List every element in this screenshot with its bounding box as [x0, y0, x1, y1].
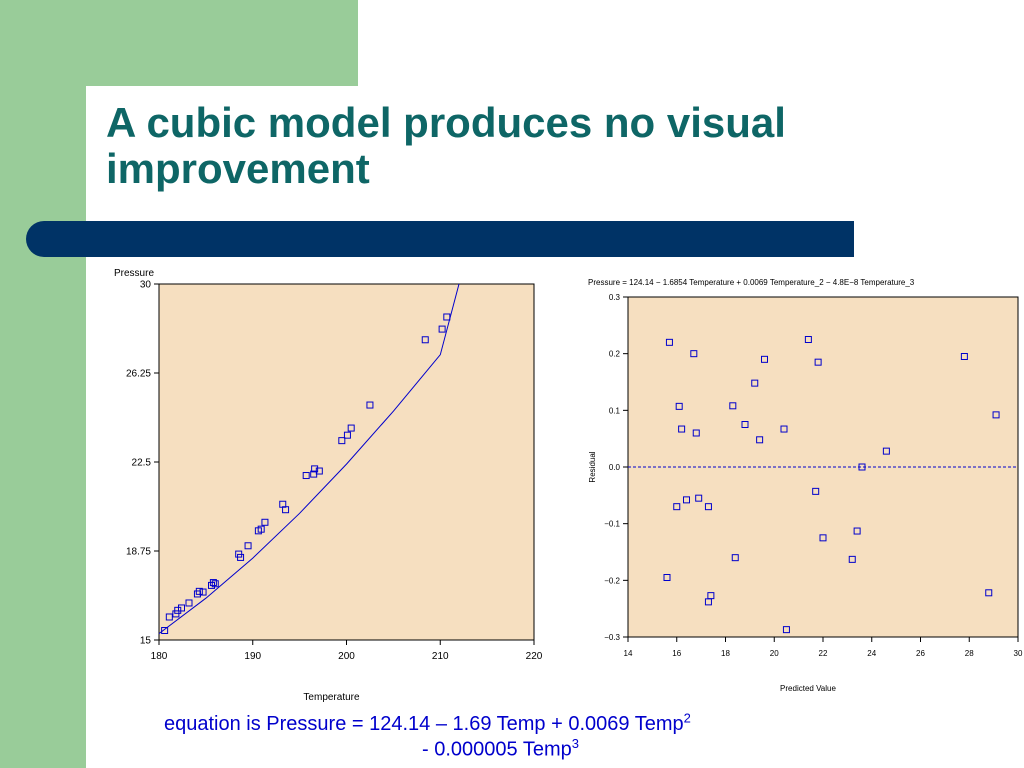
residual-point: [960, 353, 968, 360]
x-tick-label: 16: [672, 649, 681, 658]
y-tick-label: 0.0: [609, 463, 621, 472]
x-tick-label: 28: [965, 649, 974, 658]
data-point: [178, 604, 185, 612]
y-tick-label: 0.3: [609, 293, 621, 302]
x-tick-label: 200: [338, 651, 355, 662]
residual-point: [853, 527, 861, 535]
fitted-curve: [158, 283, 460, 634]
residual-point: [848, 555, 856, 563]
x-tick-label: 30: [1014, 649, 1023, 658]
residual-point: [756, 436, 764, 444]
x-tick-label: 210: [432, 651, 449, 662]
y-tick-label: −0.1: [604, 520, 620, 529]
data-point: [443, 313, 451, 321]
data-point: [195, 587, 203, 595]
plot-area: [158, 283, 535, 641]
y-tick-label: 0.1: [609, 406, 621, 415]
data-point: [172, 610, 180, 618]
accent-sidebar: [0, 0, 86, 768]
residual-point: [751, 379, 759, 387]
y-tick-label: 15: [140, 636, 152, 647]
y-tick-label: 0.2: [609, 350, 621, 359]
equation-text: equation is Pressure = 124.14 – 1.69 Tem…: [164, 705, 864, 761]
data-point: [438, 325, 446, 333]
y-tick-label: 22.5: [132, 458, 152, 469]
x-tick-label: 24: [867, 649, 876, 658]
residual-point: [675, 402, 683, 410]
x-tick-label: 18: [721, 649, 730, 658]
chart-title: Pressure = 124.14 − 1.6854 Temperature +…: [588, 278, 915, 287]
residual-point: [985, 589, 993, 597]
slide-title: A cubic model produces no visual improve…: [106, 99, 786, 192]
equation-exponent-3: 3: [571, 736, 579, 751]
data-point: [185, 599, 193, 607]
equation-line1: equation is Pressure = 124.14 – 1.69 Tem…: [164, 710, 691, 735]
residual-point: [665, 338, 673, 346]
x-tick-label: 190: [244, 651, 261, 662]
x-axis-label: Temperature: [303, 692, 360, 703]
data-point: [211, 580, 219, 588]
pressure-vs-temperature-chart: 15 18.75 22.5 26.25 30 180 190 200 210 220 Pressur…: [114, 268, 543, 703]
residual-point: [707, 592, 715, 600]
data-point: [347, 424, 355, 432]
y-tick-label: −0.3: [604, 633, 620, 642]
data-point: [311, 465, 319, 473]
x-tick-label: 220: [526, 651, 543, 662]
residual-point: [741, 421, 749, 428]
data-point: [302, 472, 310, 480]
equation-exponent-2: 2: [683, 710, 691, 725]
residual-point: [858, 463, 866, 471]
x-tick-label: 14: [624, 649, 633, 658]
residual-point: [731, 554, 739, 562]
data-point: [338, 437, 346, 445]
residual-point: [673, 503, 681, 511]
residual-point: [814, 358, 822, 366]
y-tick-label: 30: [140, 280, 152, 291]
data-point: [199, 588, 207, 596]
residual-point: [683, 496, 690, 504]
residual-point: [690, 350, 698, 358]
x-tick-label: 180: [151, 651, 168, 662]
data-point: [237, 553, 245, 561]
data-point: [343, 431, 351, 439]
data-point: [282, 506, 290, 514]
title-divider-bar: [26, 221, 854, 257]
residual-point: [780, 425, 788, 433]
data-point: [174, 606, 182, 614]
data-point: [315, 467, 323, 475]
residual-point: [761, 355, 768, 363]
residual-plot-chart: Pressure = 124.14 − 1.6854 Temperature +…: [588, 278, 1023, 693]
residual-point: [678, 425, 686, 433]
y-axis-label: Pressure: [114, 268, 154, 279]
y-tick-label: 26.25: [126, 369, 151, 380]
y-tick-label: −0.2: [604, 576, 620, 585]
x-tick-label: 20: [770, 649, 779, 658]
residual-point: [692, 429, 700, 437]
residual-point: [882, 447, 890, 455]
data-point: [165, 613, 173, 621]
x-tick-label: 26: [916, 649, 925, 658]
residual-point: [782, 626, 790, 634]
data-point: [261, 518, 269, 526]
residual-point: [992, 411, 1000, 419]
data-point: [257, 525, 265, 533]
equation-line2: - 0.000005 Temp3: [422, 736, 579, 761]
data-point: [161, 627, 169, 635]
y-axis-label: Residual: [588, 451, 597, 482]
residual-point: [804, 336, 812, 343]
x-axis-label: Predicted Value: [780, 684, 836, 693]
residual-point: [819, 534, 827, 542]
residual-point: [704, 503, 712, 511]
residual-point: [663, 574, 671, 581]
residual-point: [695, 494, 703, 502]
y-tick-label: 18.75: [126, 547, 151, 558]
data-point: [366, 401, 374, 409]
residual-point: [812, 487, 820, 495]
residual-point: [729, 402, 737, 410]
data-point: [209, 579, 217, 587]
data-point: [421, 336, 429, 344]
content-corner: [86, 86, 358, 226]
data-point: [244, 542, 252, 550]
x-tick-label: 22: [819, 649, 828, 658]
